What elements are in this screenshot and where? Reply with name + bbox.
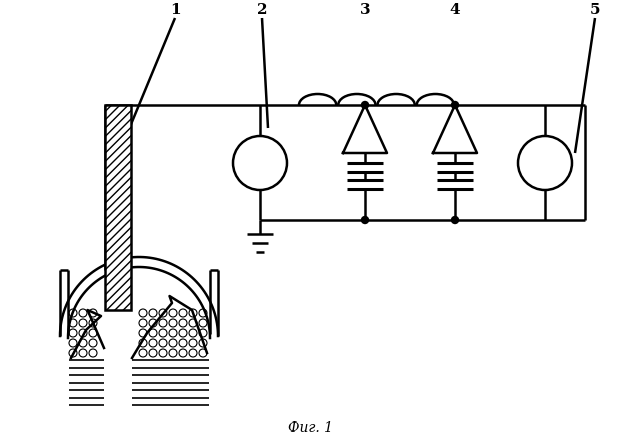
Text: Фиг. 1: Фиг. 1 xyxy=(287,421,333,435)
Ellipse shape xyxy=(233,136,287,190)
Text: 1: 1 xyxy=(170,3,180,17)
Text: 4: 4 xyxy=(450,3,460,17)
Circle shape xyxy=(451,102,458,109)
Text: 3: 3 xyxy=(360,3,371,17)
Text: 2: 2 xyxy=(257,3,268,17)
Circle shape xyxy=(362,102,369,109)
Text: 5: 5 xyxy=(589,3,600,17)
Ellipse shape xyxy=(518,136,572,190)
Circle shape xyxy=(451,216,458,224)
Bar xyxy=(105,105,131,310)
Circle shape xyxy=(362,216,369,224)
